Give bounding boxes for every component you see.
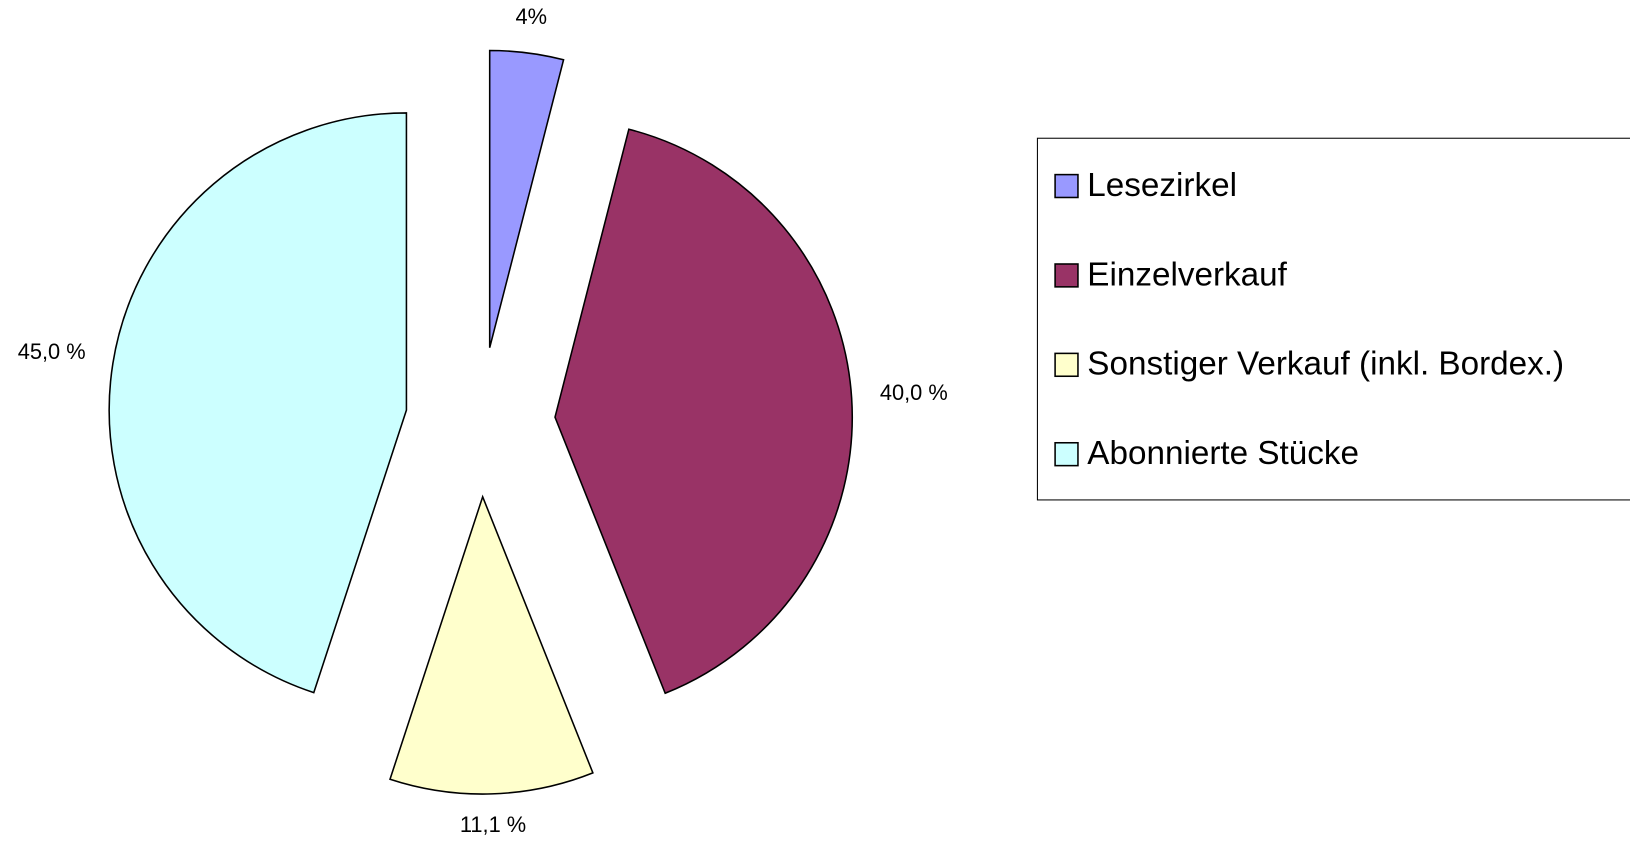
legend-swatch <box>1054 263 1079 288</box>
legend-label: Abonnierte Stücke <box>1087 435 1359 472</box>
legend-swatch <box>1054 173 1079 199</box>
legend-swatch <box>1054 352 1079 378</box>
pie-slice <box>108 112 408 694</box>
legend-swatch <box>1054 441 1079 467</box>
legend-box <box>1036 137 1630 501</box>
pie-slice <box>389 494 594 795</box>
data-label: 45,0 % <box>18 339 86 364</box>
legend-label: Lesezirkel <box>1087 167 1237 204</box>
legend-label: Einzelverkauf <box>1087 256 1287 293</box>
data-label: 40,0 % <box>880 380 948 405</box>
data-label: 4% <box>516 4 548 29</box>
pie-slice <box>554 128 854 695</box>
data-label: 11,1 % <box>460 812 526 837</box>
pie-slice <box>488 49 565 348</box>
legend-label: Sonstiger Verkauf (inkl. Bordex.) <box>1087 346 1564 383</box>
